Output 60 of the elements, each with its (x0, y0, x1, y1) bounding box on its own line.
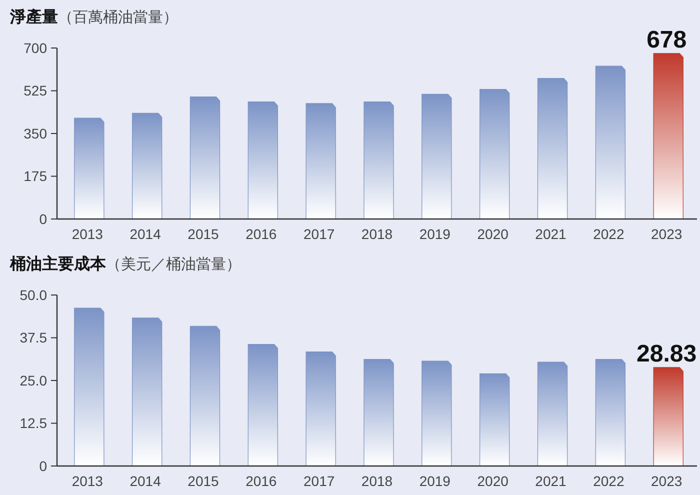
x-tick-label: 2022 (593, 226, 624, 242)
bar (595, 358, 626, 466)
x-tick-label: 2017 (304, 226, 335, 242)
x-tick-label: 2019 (419, 473, 451, 489)
bar (653, 367, 684, 466)
x-tick-label: 2015 (188, 226, 220, 242)
bar (190, 326, 220, 466)
bar (248, 344, 278, 466)
y-tick-label: 12.5 (20, 415, 48, 432)
x-tick-label: 2016 (246, 226, 277, 242)
y-tick-label: 0 (39, 458, 48, 474)
data-label: 678 (646, 26, 687, 54)
bar (653, 53, 684, 220)
bar (422, 360, 452, 466)
data-label: 28.83 (636, 340, 697, 368)
bar (422, 94, 452, 220)
bar (74, 308, 104, 466)
bar (480, 88, 510, 220)
bar (132, 112, 162, 220)
y-tick-label: 350 (24, 125, 48, 142)
x-tick-label: 2016 (246, 473, 277, 489)
x-tick-label: 2020 (477, 226, 509, 242)
bar (132, 318, 162, 466)
y-tick-label: 700 (24, 40, 48, 56)
bar (74, 118, 104, 220)
bar (537, 78, 568, 220)
y-tick-label: 0 (39, 210, 48, 227)
x-tick-label: 2022 (593, 473, 624, 489)
chart-subtitle: （百萬桶油當量） (58, 9, 178, 26)
x-tick-label: 2020 (477, 473, 509, 489)
x-tick-label: 2014 (130, 226, 162, 242)
x-tick-label: 2023 (651, 473, 682, 489)
chart-title: 桶油主要成本 (9, 254, 107, 273)
bar (537, 362, 568, 466)
x-tick-label: 2023 (651, 226, 682, 242)
x-tick-label: 2014 (130, 473, 162, 489)
bar (595, 66, 626, 220)
x-tick-label: 2013 (72, 473, 104, 489)
x-tick-label: 2021 (535, 473, 567, 489)
x-tick-label: 2019 (419, 226, 451, 242)
y-tick-label: 25.0 (20, 372, 48, 388)
bar (248, 101, 278, 220)
chart-title: 淨產量 (9, 8, 58, 26)
x-tick-label: 2018 (361, 473, 393, 489)
x-tick-label: 2021 (535, 226, 567, 242)
bar (190, 96, 220, 220)
y-tick-label: 525 (24, 82, 48, 99)
y-tick-label: 175 (24, 168, 48, 184)
x-tick-label: 2013 (72, 226, 104, 242)
bar (364, 358, 394, 466)
bar (364, 101, 394, 220)
x-tick-label: 2018 (361, 226, 393, 242)
bar (306, 351, 336, 466)
x-tick-label: 2015 (188, 473, 220, 489)
chart-subtitle: （美元／桶油當量） (106, 256, 241, 273)
bar (306, 103, 336, 220)
bar (480, 373, 510, 466)
y-tick-label: 37.5 (20, 330, 48, 346)
y-tick-label: 50.0 (20, 286, 48, 303)
x-tick-label: 2017 (304, 473, 335, 489)
